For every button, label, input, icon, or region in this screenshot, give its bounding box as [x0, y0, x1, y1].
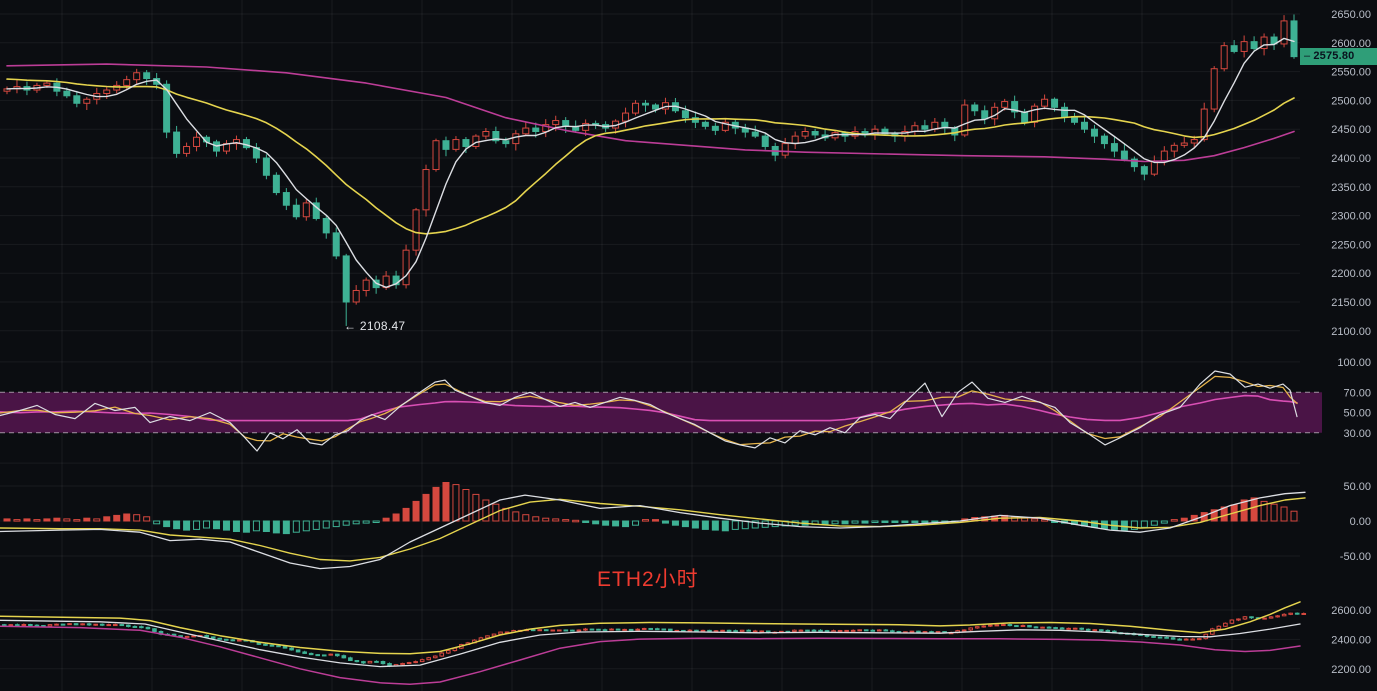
axis-tick-label: 2600.00 — [1331, 605, 1371, 617]
axis-tick-label: 2550.00 — [1331, 67, 1371, 79]
main-candles — [3, 14, 1298, 326]
axis-tick-label: 100.00 — [1337, 357, 1371, 369]
axis-tick-label: 50.00 — [1343, 408, 1371, 420]
macd-panel — [0, 482, 1306, 570]
axis-tick-label: 0.00 — [1350, 516, 1371, 528]
rsi-panel — [0, 370, 1322, 452]
price-axis-labels: 2650.00 2600.00 2550.00 2500.00 2450.00 2400.… — [1331, 9, 1371, 676]
axis-tick-label: 2250.00 — [1331, 239, 1371, 251]
axis-tick-label: 30.00 — [1343, 428, 1371, 440]
axis-tick-label: -50.00 — [1340, 551, 1371, 563]
axis-tick-label: 70.00 — [1343, 387, 1371, 399]
axis-tick-label: 2450.00 — [1331, 124, 1371, 136]
axis-tick-label: 2350.00 — [1331, 182, 1371, 194]
axis-tick-label: 2100.00 — [1331, 326, 1371, 338]
axis-tick-label: 2400.00 — [1331, 153, 1371, 165]
axis-tick-label: 2200.00 — [1331, 268, 1371, 280]
main-ma-lines — [6, 37, 1295, 288]
axis-tick-label: 2600.00 — [1331, 38, 1371, 50]
last-price-tag: –2575.80 — [1300, 48, 1377, 65]
axis-tick-label: 2650.00 — [1331, 9, 1371, 21]
axis-tick-label: 50.00 — [1343, 481, 1371, 493]
axis-tick-label: 2400.00 — [1331, 634, 1371, 646]
axis-tick-label: 2500.00 — [1331, 95, 1371, 107]
price-tag-value: 2575.80 — [1313, 50, 1355, 62]
axis-tick-label: 2200.00 — [1331, 664, 1371, 676]
mini-panel — [0, 601, 1307, 685]
price-tag-tick: – — [1304, 50, 1311, 62]
gridlines — [0, 0, 1300, 691]
price-axis[interactable] — [1300, 0, 1377, 691]
axis-tick-label: 2150.00 — [1331, 297, 1371, 309]
axis-tick-label: 2300.00 — [1331, 211, 1371, 223]
